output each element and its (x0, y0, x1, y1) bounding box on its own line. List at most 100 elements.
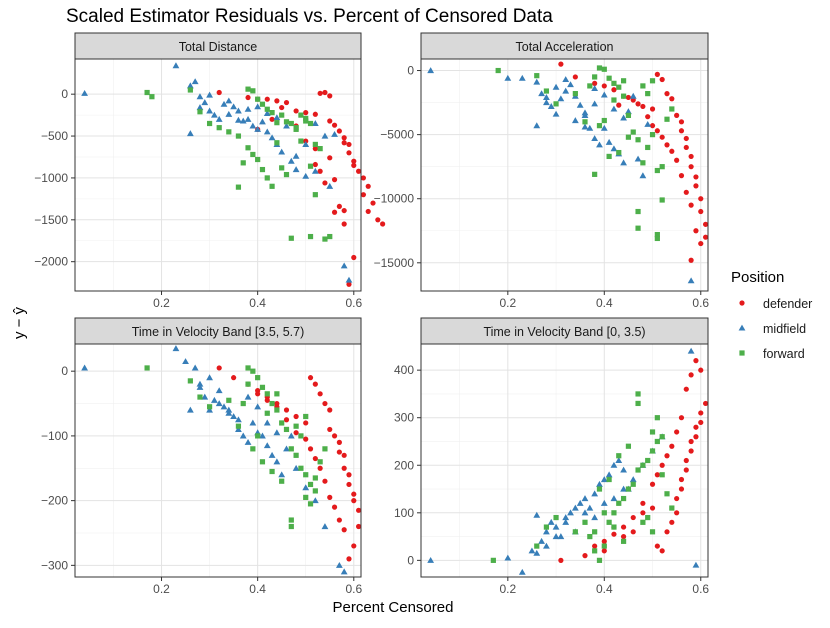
defender-point (693, 228, 699, 234)
forward-point (206, 404, 213, 410)
midfield-point (287, 157, 295, 164)
y-tick-label: −5000 (380, 128, 414, 142)
midfield-point (210, 111, 218, 118)
forward-point (649, 529, 656, 535)
legend-label-midfield: midfield (763, 322, 806, 336)
midfield-point (533, 549, 541, 556)
midfield-point (562, 76, 570, 83)
midfield-point (249, 122, 257, 129)
forward-point (645, 144, 651, 151)
defender-point (375, 217, 381, 223)
chart-title: Scaled Estimator Residuals vs. Percent o… (66, 6, 553, 27)
y-tick-label: −300 (41, 558, 68, 572)
defender-point (572, 74, 578, 80)
defender-point (322, 478, 328, 484)
x-tick-label: 0.4 (596, 296, 613, 310)
series-defender (558, 61, 709, 263)
defender-point (355, 168, 362, 174)
midfield-point (321, 523, 329, 530)
defender-point (303, 420, 309, 426)
forward-point (312, 192, 318, 198)
midfield-point (263, 442, 271, 449)
defender-point (678, 415, 685, 421)
defender-point (678, 173, 685, 179)
defender-point (312, 146, 318, 152)
defender-point (317, 391, 323, 397)
midfield-point (292, 464, 300, 471)
defender-point (649, 123, 656, 129)
forward-point (611, 80, 617, 86)
defender-point (293, 430, 299, 436)
midfield-point (230, 103, 238, 110)
defender-point (659, 134, 665, 140)
midfield-point (287, 432, 295, 439)
forward-point (654, 235, 660, 242)
defender-point (351, 158, 357, 164)
defender-point (601, 538, 607, 544)
forward-point (611, 510, 617, 516)
forward-point (611, 524, 617, 530)
defender-point (654, 543, 660, 549)
defender-point (322, 180, 328, 186)
midfield-point (220, 100, 228, 107)
forward-point (274, 140, 280, 146)
forward-point (582, 519, 588, 525)
forward-point (307, 233, 314, 240)
defender-point (669, 148, 675, 154)
defender-point (279, 104, 285, 111)
y-tick-label: 400 (394, 363, 414, 377)
defender-point (654, 128, 660, 134)
plot-area (421, 59, 708, 291)
midfield-point (576, 499, 584, 506)
midfield-point (427, 67, 435, 74)
midfield-point (172, 345, 180, 352)
forward-point (264, 410, 270, 416)
midfield-point (206, 107, 213, 114)
forward-point (216, 125, 222, 131)
forward-point (630, 481, 636, 487)
legend-title: Position (731, 269, 784, 286)
y-tick-label: −10000 (374, 192, 415, 206)
y-tick-label: −2000 (34, 255, 68, 269)
midfield-point (254, 103, 262, 110)
defender-point (669, 443, 675, 449)
series-midfield (81, 345, 348, 575)
defender-point (327, 407, 333, 413)
defender-point (611, 531, 617, 537)
x-tick-label: 0.6 (692, 582, 709, 596)
forward-point (307, 481, 314, 488)
midfield-point (225, 406, 233, 413)
y-tick-label: −1500 (34, 213, 68, 227)
forward-point (616, 500, 622, 506)
midfield-point (610, 461, 618, 468)
defender-point (654, 472, 660, 478)
midfield-point (215, 400, 223, 407)
forward-point (255, 96, 261, 102)
defender-point (678, 486, 685, 492)
midfield-point (615, 457, 623, 464)
y-tick-label: 300 (394, 411, 414, 425)
midfield-point (244, 105, 252, 112)
defender-point (346, 481, 352, 488)
midfield-point (340, 568, 348, 575)
forward-point (572, 529, 578, 535)
defender-point (341, 140, 347, 146)
forward-point (601, 117, 607, 124)
defender-point (336, 203, 342, 210)
midfield-point (644, 120, 652, 127)
defender-point (640, 510, 646, 516)
defender-point (312, 161, 318, 168)
y-tick-label: −200 (41, 494, 68, 508)
forward-point (620, 538, 627, 544)
forward-point (592, 74, 598, 80)
y-tick-label: 200 (394, 458, 414, 472)
defender-point (640, 500, 646, 506)
forward-point (620, 495, 627, 502)
forward-point (187, 378, 193, 384)
forward-point (635, 400, 641, 407)
midfield-point (196, 104, 204, 111)
defender-point (630, 529, 636, 535)
defender-point (640, 103, 646, 110)
